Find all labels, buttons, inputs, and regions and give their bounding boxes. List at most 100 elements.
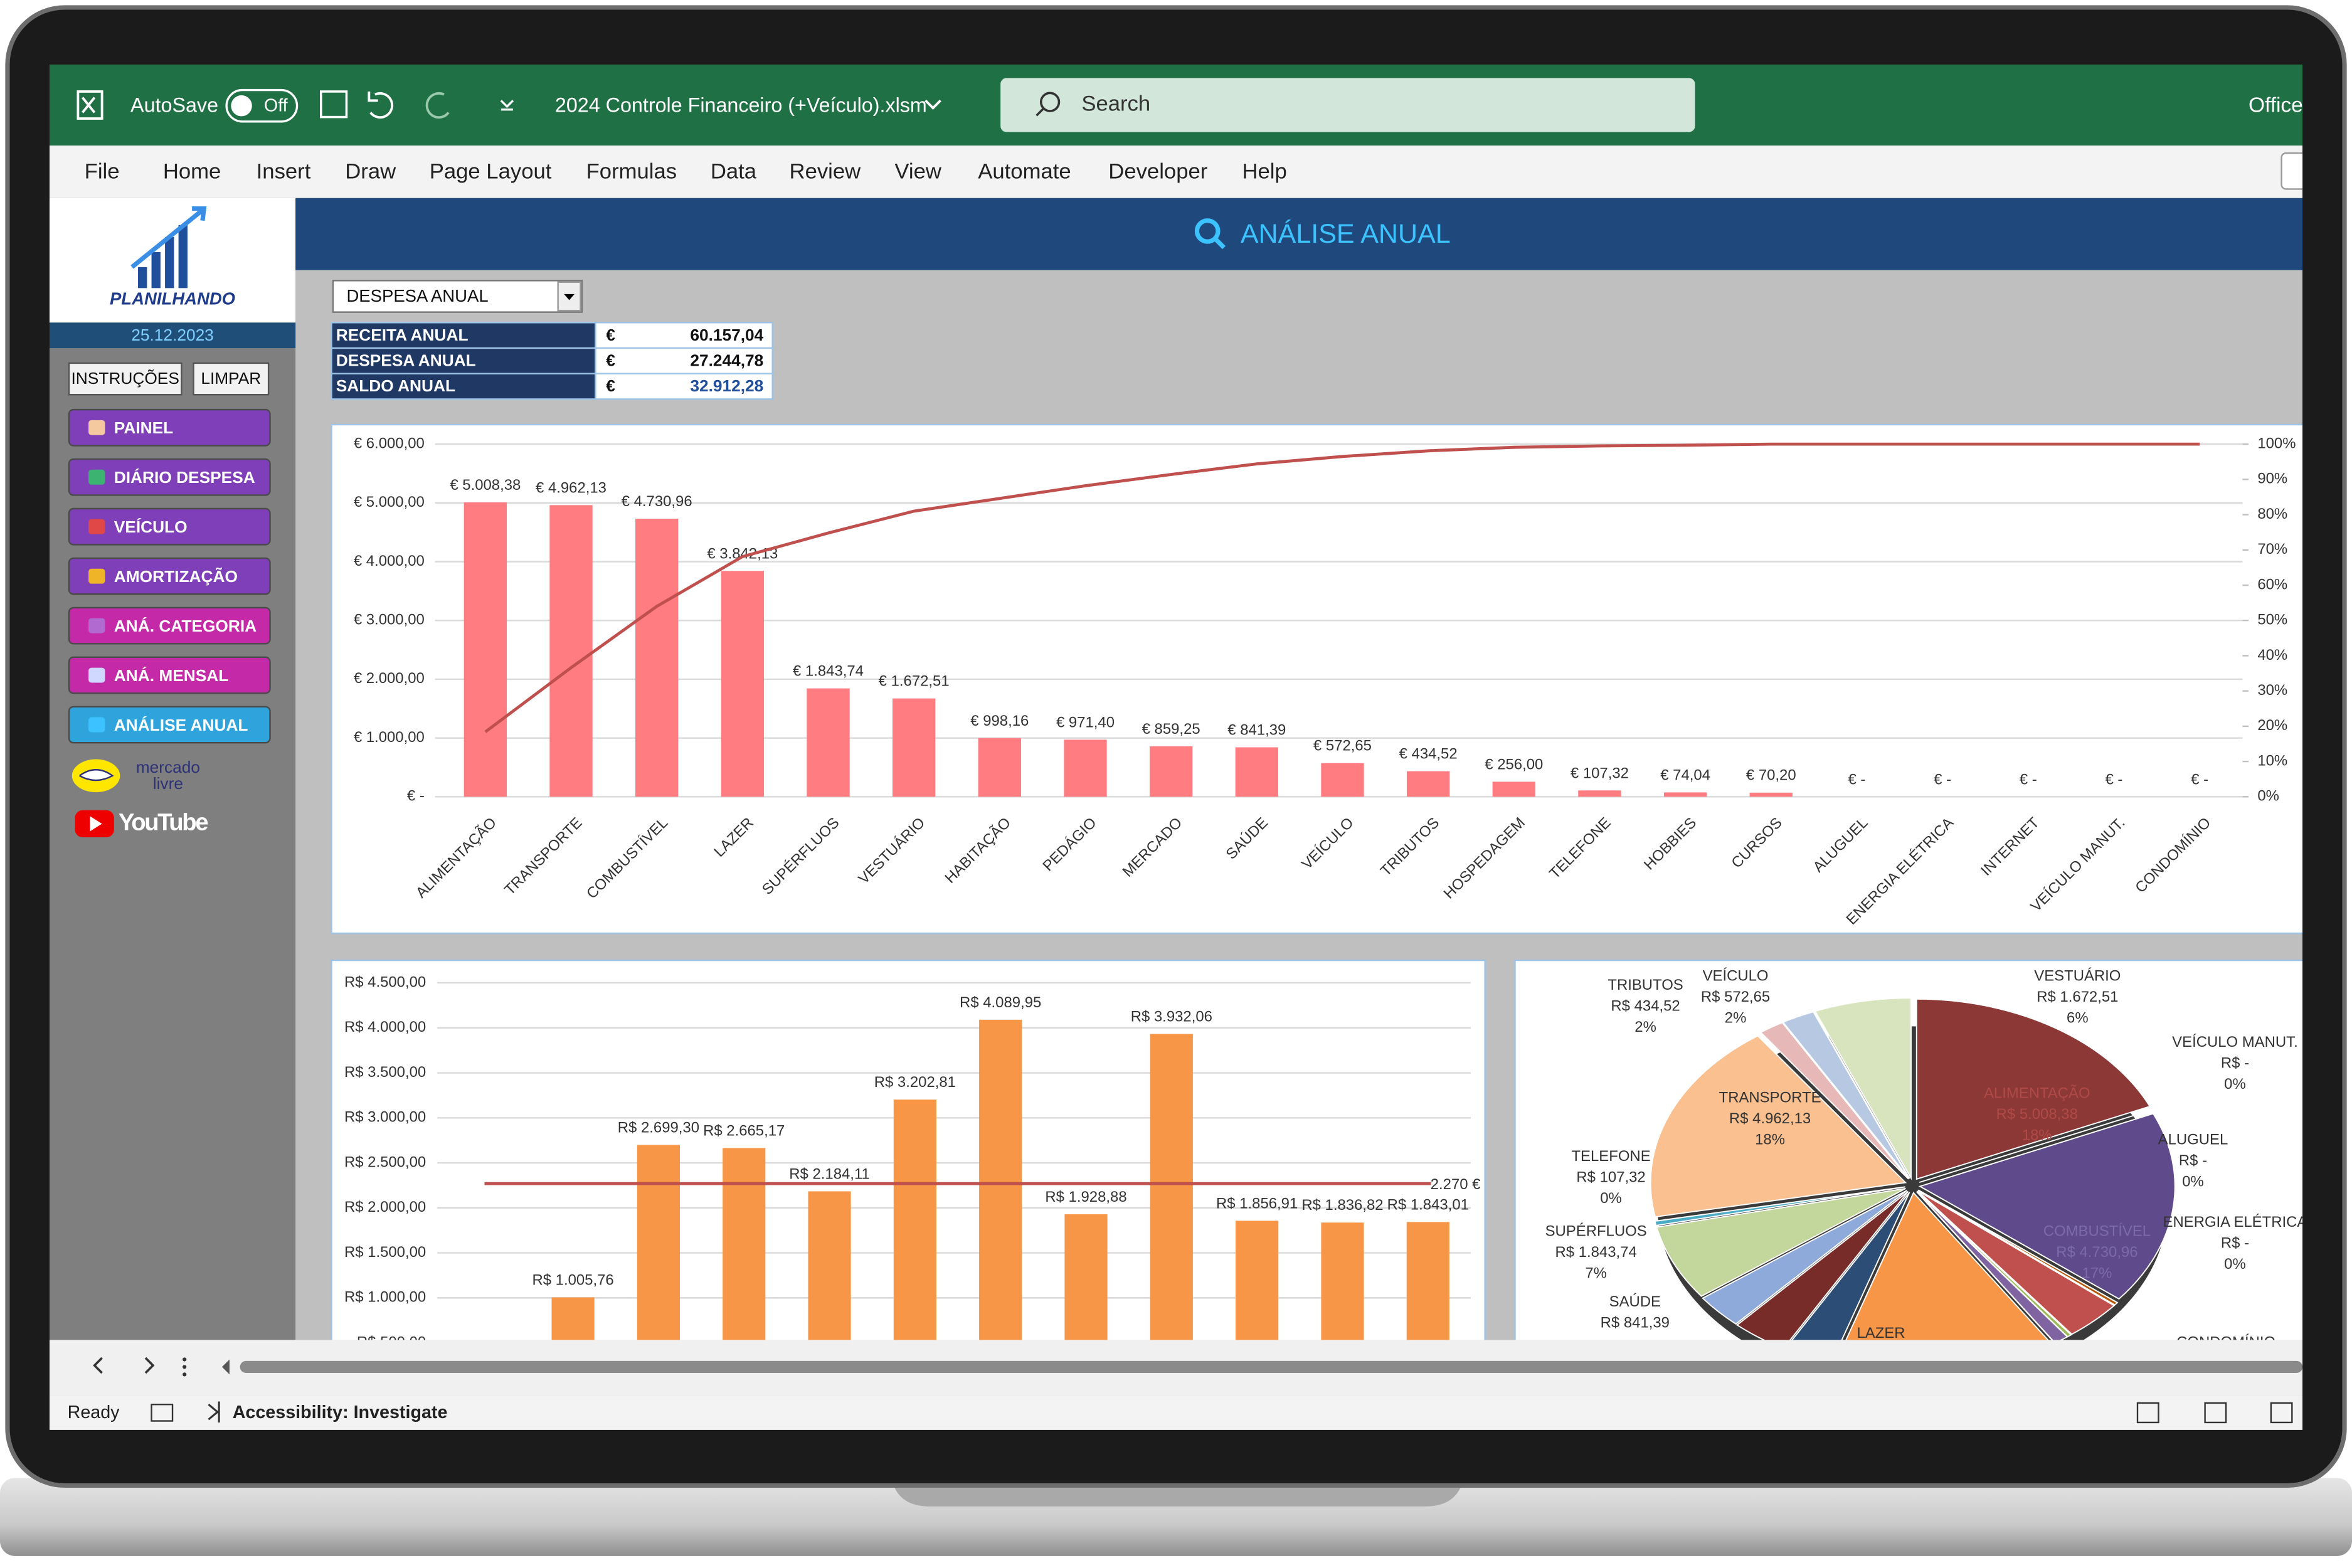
y-tick-label: R$ 4.000,00 xyxy=(344,1019,426,1036)
bar xyxy=(1578,790,1621,797)
menu-icon xyxy=(88,568,105,584)
pie-percent-label: 0% xyxy=(2224,1076,2246,1093)
menu-icon xyxy=(88,717,105,733)
data-label: R$ 1.843,01 xyxy=(1387,1196,1469,1213)
account-name[interactable]: Office xyxy=(2249,94,2303,117)
data-label: € 572,65 xyxy=(1313,738,1372,755)
pie-slice xyxy=(1735,1190,1909,1340)
ribbon-tab[interactable]: Page Layout xyxy=(430,159,552,183)
page-layout-view[interactable] xyxy=(2204,1402,2227,1424)
qat-more[interactable] xyxy=(500,100,514,111)
menu: PAINEL DIÁRIO DESPESA VEÍCULO AMORTIZAÇÃO AN… xyxy=(68,408,271,744)
pie-value-label: R$ 572,65 xyxy=(1701,988,1770,1005)
summary-currency: € xyxy=(606,351,615,370)
ribbon-tab[interactable]: Insert xyxy=(257,159,311,183)
sheet-nav[interactable] xyxy=(93,1357,155,1374)
menu-button[interactable] xyxy=(68,656,271,694)
ribbon-tab[interactable]: File xyxy=(85,159,120,183)
accessibility[interactable]: Accessibility: Investigate xyxy=(233,1402,448,1422)
ribbon-tab[interactable]: View xyxy=(894,159,941,183)
bar xyxy=(1749,792,1793,797)
youtube-logo[interactable]: YouTube xyxy=(75,809,209,837)
pie-slice xyxy=(1845,1192,2049,1340)
date: 25.12.2023 xyxy=(131,326,214,344)
menu-button[interactable] xyxy=(68,408,271,447)
bar xyxy=(635,519,679,797)
button[interactable] xyxy=(68,362,183,396)
pie-label: LAZER xyxy=(1857,1325,1905,1342)
pie-value-label: R$ 4.730,96 xyxy=(2056,1244,2137,1261)
data-label: € - xyxy=(2105,771,2122,788)
bar xyxy=(1150,1034,1193,1340)
summary-value: 60.157,04 xyxy=(690,326,763,344)
ribbon-tab[interactable]: Review xyxy=(790,159,862,183)
ribbon-tab[interactable]: Data xyxy=(711,159,757,183)
file-name[interactable]: 2024 Controle Financeiro (+Veículo).xlsm xyxy=(555,93,927,116)
data-label: R$ 3.202,81 xyxy=(874,1074,956,1091)
bar xyxy=(1492,781,1535,797)
ribbon-tab[interactable]: Formulas xyxy=(586,159,677,183)
pie-label: ALIMENTAÇÃO xyxy=(1984,1084,2090,1101)
data-label: € 74,04 xyxy=(1660,766,1710,783)
mercado-livre-logo[interactable]: mercado livre xyxy=(72,758,200,793)
normal-view[interactable] xyxy=(2136,1402,2159,1424)
search-placeholder: Search xyxy=(1081,92,1150,116)
y-tick-label: € 3.000,00 xyxy=(354,612,425,628)
dropdown-value: DESPESA ANUAL xyxy=(346,286,488,305)
ribbon-tab[interactable]: Home xyxy=(163,159,221,183)
sheet-more[interactable] xyxy=(183,1365,187,1369)
y-tick-label: € 2.000,00 xyxy=(354,670,425,687)
ribbon-tab[interactable]: Developer xyxy=(1108,159,1207,183)
y-tick-label: € 4.000,00 xyxy=(354,553,425,569)
excel-icon xyxy=(77,90,103,120)
menu-icon xyxy=(88,618,105,633)
undo-icon[interactable] xyxy=(368,91,394,119)
data-label: € 4.730,96 xyxy=(622,493,692,510)
hscroll-left[interactable] xyxy=(221,1359,230,1375)
ribbon-tab[interactable]: Help xyxy=(1242,159,1286,183)
sheet-more[interactable] xyxy=(183,1357,187,1362)
sheet-more[interactable] xyxy=(183,1372,187,1377)
summary-value: 27.244,78 xyxy=(690,351,763,370)
summary-table: RECEITA ANUAL €60.157,04 DESPESA ANUAL €27.… xyxy=(331,322,773,400)
logo-icon xyxy=(130,206,207,289)
macro-icon[interactable] xyxy=(151,1404,174,1422)
header-icon xyxy=(1194,218,1221,244)
pie-label: SAÚDE xyxy=(1609,1293,1661,1310)
ribbon-tab[interactable]: Draw xyxy=(345,159,396,183)
pie-value-label: R$ 107,32 xyxy=(1576,1168,1645,1185)
pie-percent-label: 17% xyxy=(2082,1264,2112,1281)
hscroll-thumb[interactable] xyxy=(240,1360,2303,1373)
y-tick-label: € 5.000,00 xyxy=(354,494,425,511)
menu-button[interactable] xyxy=(68,458,271,496)
menu-label: ANÁ. MENSAL xyxy=(114,666,229,685)
y2-tick-label: 20% xyxy=(2257,717,2287,734)
save-icon[interactable] xyxy=(320,90,348,119)
bar xyxy=(1321,1222,1364,1340)
bar xyxy=(1064,1214,1108,1340)
menu-button[interactable] xyxy=(68,507,271,546)
bar xyxy=(979,1019,1022,1340)
dropdown[interactable] xyxy=(332,280,583,313)
menu-label: ANÁLISE ANUAL xyxy=(114,716,248,734)
data-label: € 971,40 xyxy=(1056,714,1115,731)
pie-slice xyxy=(1919,1109,2153,1184)
page-break-view[interactable] xyxy=(2270,1402,2293,1424)
autosave-toggle[interactable] xyxy=(225,88,299,123)
menu-label: VEÍCULO xyxy=(114,517,188,536)
menu-button[interactable] xyxy=(68,557,271,595)
pie-label: ENERGIA ELÉTRICA xyxy=(2163,1214,2307,1231)
data-label: R$ 2.699,30 xyxy=(618,1119,699,1136)
menu-button[interactable] xyxy=(68,706,271,744)
button[interactable] xyxy=(193,362,270,396)
search-box[interactable] xyxy=(1000,78,1695,132)
ribbon-button[interactable] xyxy=(2280,152,2312,190)
menu-button[interactable] xyxy=(68,607,271,645)
link-text: livre xyxy=(153,774,183,793)
summary-label: RECEITA ANUAL xyxy=(336,326,469,344)
date-bar xyxy=(49,322,296,349)
data-label: € 998,16 xyxy=(970,712,1029,729)
data-label: R$ 1.928,88 xyxy=(1045,1189,1126,1205)
pie-slice xyxy=(1702,1190,1908,1325)
ribbon-tab[interactable]: Automate xyxy=(978,159,1071,183)
